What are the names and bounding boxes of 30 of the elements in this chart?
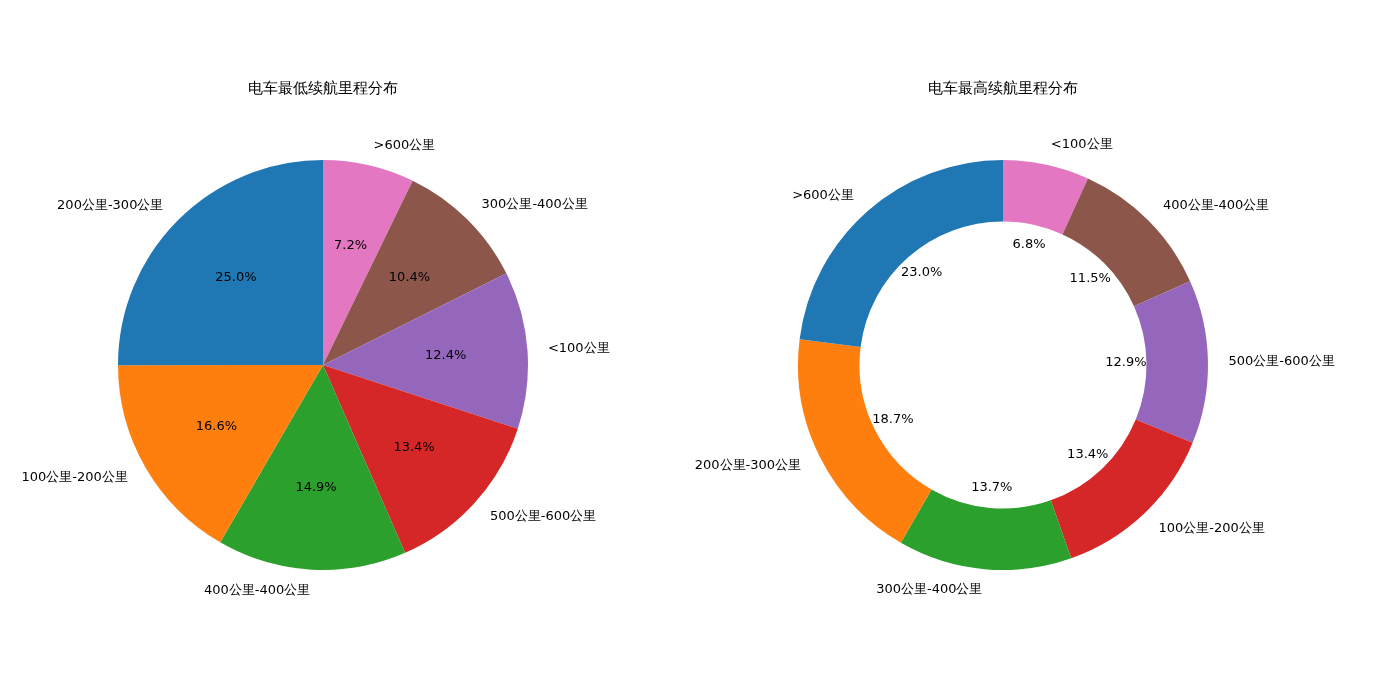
slice-label: 300公里-400公里 xyxy=(481,196,588,212)
data-label: 6.8% xyxy=(1012,236,1046,252)
slice-label: 300公里-400公里 xyxy=(876,580,983,596)
slice-label: 500公里-600公里 xyxy=(1228,352,1335,368)
slice-label: 400公里-400公里 xyxy=(203,581,311,597)
data-label: 11.5% xyxy=(1069,269,1111,285)
data-label: 13.4% xyxy=(1067,445,1109,461)
slice-label: 200公里-300公里 xyxy=(57,197,164,213)
data-label: 13.4% xyxy=(393,439,435,455)
slice-label: >600公里 xyxy=(792,187,854,203)
data-label: 12.9% xyxy=(1105,354,1147,370)
slice-label: 200公里-300公里 xyxy=(694,456,802,472)
data-label: 16.6% xyxy=(195,417,238,433)
data-label: 14.9% xyxy=(295,479,337,495)
data-label: 25.0% xyxy=(215,269,257,285)
data-label: 10.4% xyxy=(388,268,431,284)
slice-label: <100公里 xyxy=(1050,136,1113,151)
chart-title: 电车最低续航里程分布 xyxy=(248,78,398,97)
slice-label: 100公里-200公里 xyxy=(21,469,128,485)
data-label: 13.7% xyxy=(971,478,1013,494)
slice-label: 500公里-600公里 xyxy=(489,508,597,523)
slice-label: <100公里 xyxy=(547,339,610,355)
slice-label: >600公里 xyxy=(373,136,436,152)
slice-label: 100公里-200公里 xyxy=(1158,519,1265,535)
data-label: 23.0% xyxy=(901,264,943,280)
slice-label: 400公里-400公里 xyxy=(1162,197,1270,213)
data-label: 12.4% xyxy=(425,347,467,363)
chart-title: 电车最高续航里程分布 xyxy=(928,78,1078,97)
data-label: 7.2% xyxy=(334,236,368,252)
data-label: 18.7% xyxy=(872,411,914,427)
